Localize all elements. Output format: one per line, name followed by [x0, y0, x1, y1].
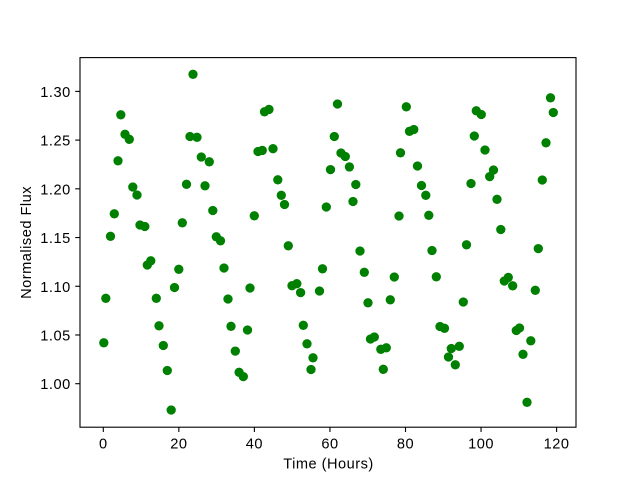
svg-text:1.20: 1.20: [40, 182, 70, 198]
svg-text:80: 80: [397, 437, 414, 453]
svg-text:120: 120: [544, 437, 570, 453]
svg-text:1.05: 1.05: [40, 328, 70, 344]
svg-text:40: 40: [246, 437, 263, 453]
svg-text:100: 100: [468, 437, 494, 453]
svg-text:60: 60: [321, 437, 338, 453]
svg-text:Normalised Flux: Normalised Flux: [19, 186, 35, 299]
svg-text:20: 20: [170, 437, 187, 453]
svg-text:Time (Hours): Time (Hours): [283, 456, 374, 472]
svg-text:1.10: 1.10: [40, 280, 70, 296]
svg-text:1.25: 1.25: [40, 134, 70, 150]
svg-text:1.15: 1.15: [40, 231, 70, 247]
svg-text:1.30: 1.30: [40, 85, 70, 101]
svg-text:1.00: 1.00: [40, 377, 70, 393]
svg-text:0: 0: [99, 437, 108, 453]
